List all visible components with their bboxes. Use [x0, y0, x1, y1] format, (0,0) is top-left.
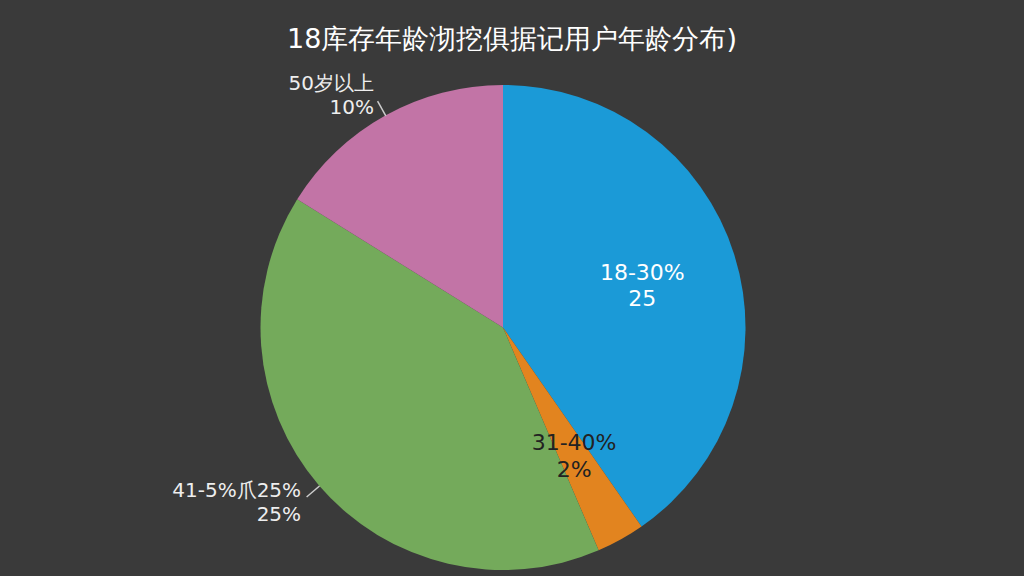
html-text:18库存年龄沏挖俱据记用户年龄分布): 18库存年龄沏挖俱据记用户年龄分布) [287, 23, 737, 54]
svg-text:50岁以上10%: 50岁以上10% [289, 71, 374, 119]
svg-text:31-40%2%: 31-40%2% [532, 430, 617, 481]
svg-text:41-5%爪25%25%: 41-5%爪25%25% [172, 478, 301, 526]
svg-text:18-30%25: 18-30%25 [600, 260, 685, 311]
